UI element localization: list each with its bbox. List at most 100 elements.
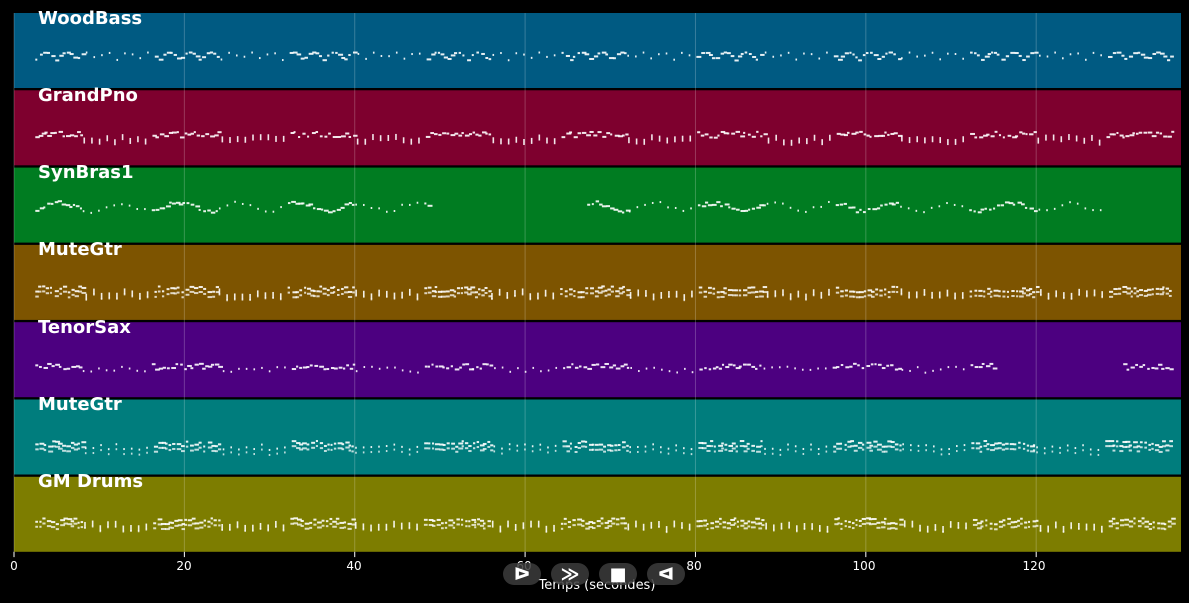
- note: [1037, 137, 1040, 144]
- note: [279, 298, 282, 301]
- note: [1126, 368, 1130, 371]
- note: [268, 453, 271, 456]
- note: [887, 527, 892, 530]
- note: [172, 447, 176, 450]
- note: [275, 525, 277, 528]
- note: [794, 367, 796, 370]
- note: [434, 448, 440, 451]
- note: [379, 135, 382, 142]
- note: [1039, 530, 1042, 533]
- note: [731, 289, 736, 292]
- note: [264, 297, 267, 300]
- note: [835, 291, 840, 294]
- note: [123, 453, 125, 456]
- note: [1007, 134, 1012, 137]
- note: [990, 444, 995, 447]
- note: [238, 367, 240, 370]
- note: [711, 203, 717, 206]
- note: [884, 203, 888, 206]
- note: [658, 521, 660, 528]
- note: [985, 519, 988, 522]
- note: [311, 132, 316, 135]
- note: [498, 293, 501, 296]
- note: [171, 202, 176, 205]
- note: [351, 445, 354, 448]
- note: [353, 134, 358, 137]
- note: [1135, 132, 1139, 135]
- note: [47, 134, 52, 137]
- note: [523, 139, 525, 146]
- note: [522, 527, 525, 530]
- note: [171, 367, 177, 370]
- note: [115, 443, 118, 446]
- note: [555, 366, 558, 369]
- forward-button[interactable]: ≫: [551, 563, 589, 585]
- note: [1139, 441, 1143, 444]
- note: [1029, 287, 1033, 290]
- note: [146, 296, 149, 299]
- note: [900, 205, 902, 208]
- note: [803, 528, 806, 531]
- note: [1022, 132, 1026, 135]
- note: [173, 287, 177, 290]
- play-button[interactable]: ᐅ: [503, 563, 541, 585]
- note: [193, 287, 199, 290]
- note: [347, 295, 353, 298]
- note: [482, 447, 487, 450]
- note: [116, 292, 118, 299]
- note: [73, 443, 79, 446]
- note: [190, 132, 194, 135]
- note: [910, 444, 912, 447]
- note: [1068, 134, 1070, 141]
- note: [916, 366, 919, 369]
- note: [1070, 297, 1073, 300]
- note: [154, 55, 159, 58]
- note: [202, 367, 206, 370]
- fast-forward-icon: ≫: [560, 563, 580, 585]
- note: [1022, 442, 1026, 445]
- note: [771, 447, 774, 450]
- note: [175, 363, 179, 366]
- note: [617, 448, 621, 451]
- note: [226, 294, 228, 301]
- note: [1033, 131, 1037, 134]
- note: [424, 442, 429, 445]
- note: [481, 289, 485, 292]
- note: [482, 522, 486, 525]
- note: [465, 520, 468, 523]
- note: [62, 444, 67, 447]
- note: [887, 133, 890, 136]
- note: [322, 59, 327, 62]
- note: [35, 520, 38, 523]
- note: [478, 288, 481, 291]
- stop-button[interactable]: ■: [599, 563, 637, 585]
- note: [872, 208, 878, 211]
- note: [1157, 522, 1161, 525]
- note: [623, 363, 628, 366]
- note: [1097, 448, 1100, 451]
- note: [1010, 521, 1015, 524]
- note: [974, 52, 977, 55]
- note: [891, 290, 896, 293]
- note: [798, 137, 800, 144]
- note: [194, 448, 199, 451]
- note: [629, 451, 631, 454]
- note: [566, 366, 572, 369]
- note: [1028, 520, 1031, 523]
- note: [267, 134, 270, 141]
- note: [567, 526, 571, 529]
- note: [42, 517, 46, 520]
- note: [715, 525, 720, 528]
- note: [1078, 288, 1080, 295]
- note: [1052, 134, 1055, 141]
- back-button[interactable]: ᐊ: [647, 563, 685, 585]
- note: [190, 449, 194, 452]
- note: [893, 132, 898, 135]
- note: [1143, 131, 1148, 134]
- note: [39, 525, 42, 528]
- note: [185, 440, 189, 443]
- note: [300, 519, 304, 522]
- note: [1097, 453, 1100, 456]
- note: [665, 526, 668, 533]
- note: [1043, 452, 1046, 455]
